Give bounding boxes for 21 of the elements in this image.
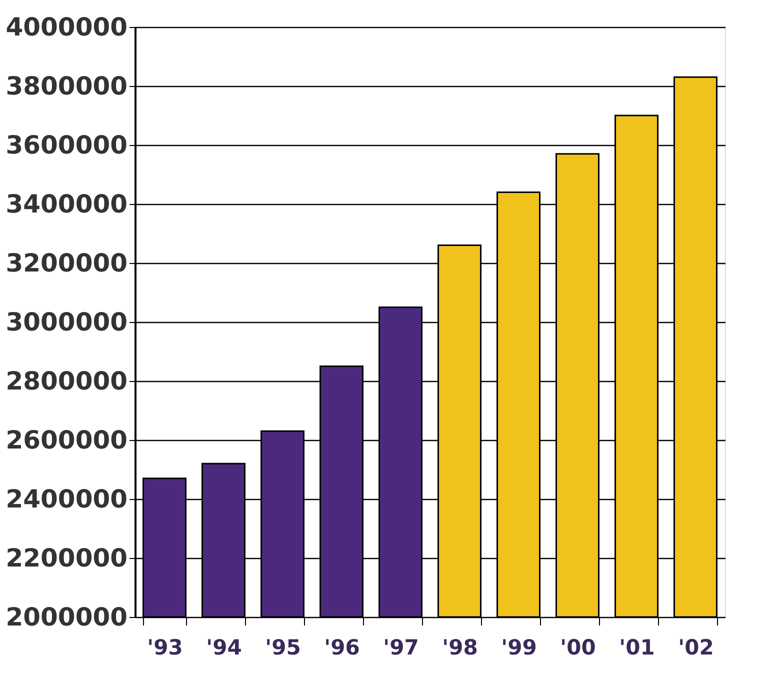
x-tick-label: '00 — [560, 636, 596, 660]
x-tick-label: '98 — [442, 636, 478, 660]
x-tick-label: '94 — [206, 636, 242, 660]
y-tick-label: 2600000 — [6, 426, 128, 454]
x-tick-label: '97 — [383, 636, 419, 660]
y-tick-label: 2400000 — [6, 484, 128, 514]
y-tick-label: 3800000 — [6, 72, 128, 100]
x-tick-label: '93 — [147, 636, 183, 660]
y-tick-label: 3000000 — [6, 308, 128, 336]
y-tick-label: 2200000 — [6, 544, 128, 572]
x-tick-label: '02 — [678, 636, 714, 660]
y-tick-label: 3600000 — [6, 130, 128, 160]
y-tick-label: 3400000 — [6, 190, 128, 218]
y-tick-label: 2000000 — [6, 602, 128, 632]
x-tick-label: '01 — [619, 636, 655, 660]
x-tick-label: '99 — [501, 636, 537, 660]
y-tick-label: 2800000 — [6, 366, 128, 396]
x-tick-label: '95 — [265, 636, 301, 660]
y-tick-label: 4000000 — [6, 12, 128, 42]
x-tick-label: '96 — [324, 636, 360, 660]
y-tick-label: 3200000 — [6, 248, 128, 278]
